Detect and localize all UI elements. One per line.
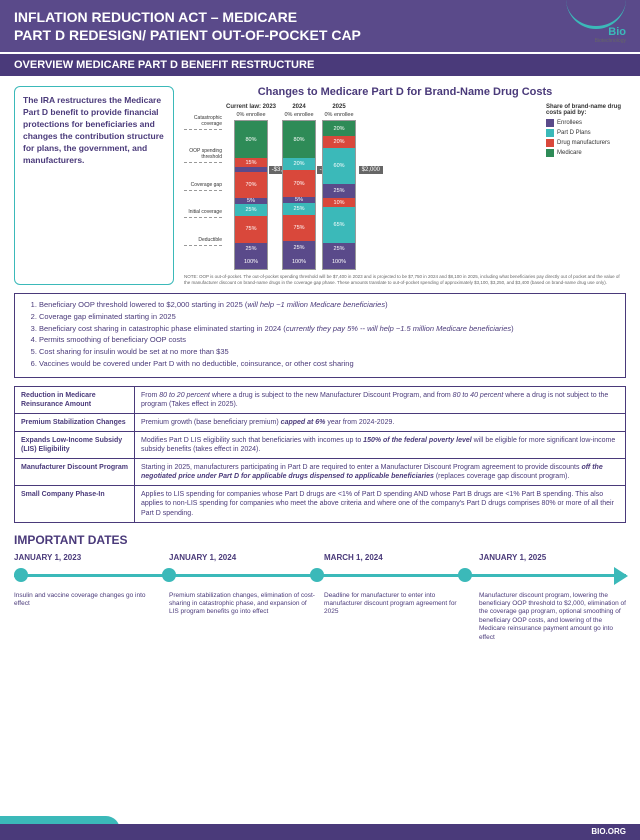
keypoints-box: Beneficiary OOP threshold lowered to $2,… — [14, 293, 626, 378]
timeline — [14, 564, 626, 588]
header: INFLATION REDUCTION ACT – MEDICARE PART … — [0, 0, 640, 52]
header-title: INFLATION REDUCTION ACT – MEDICARE PART … — [14, 8, 626, 44]
details-table: Reduction in Medicare Reinsurance Amount… — [14, 386, 626, 523]
chart-note: NOTE: OOP is out-of-pocket. The out-of-p… — [184, 274, 626, 285]
logo: Bio Biotechnology — [576, 6, 626, 44]
dates-title: IMPORTANT DATES — [14, 533, 626, 547]
footer: BIO.ORG — [0, 824, 640, 840]
subheader: OVERVIEW MEDICARE PART D BENEFIT RESTRUC… — [0, 54, 640, 76]
chart-title: Changes to Medicare Part D for Brand-Nam… — [184, 86, 626, 98]
chart-area: Changes to Medicare Part D for Brand-Nam… — [184, 86, 626, 285]
intro-box: The IRA restructures the Medicare Part D… — [14, 86, 174, 285]
